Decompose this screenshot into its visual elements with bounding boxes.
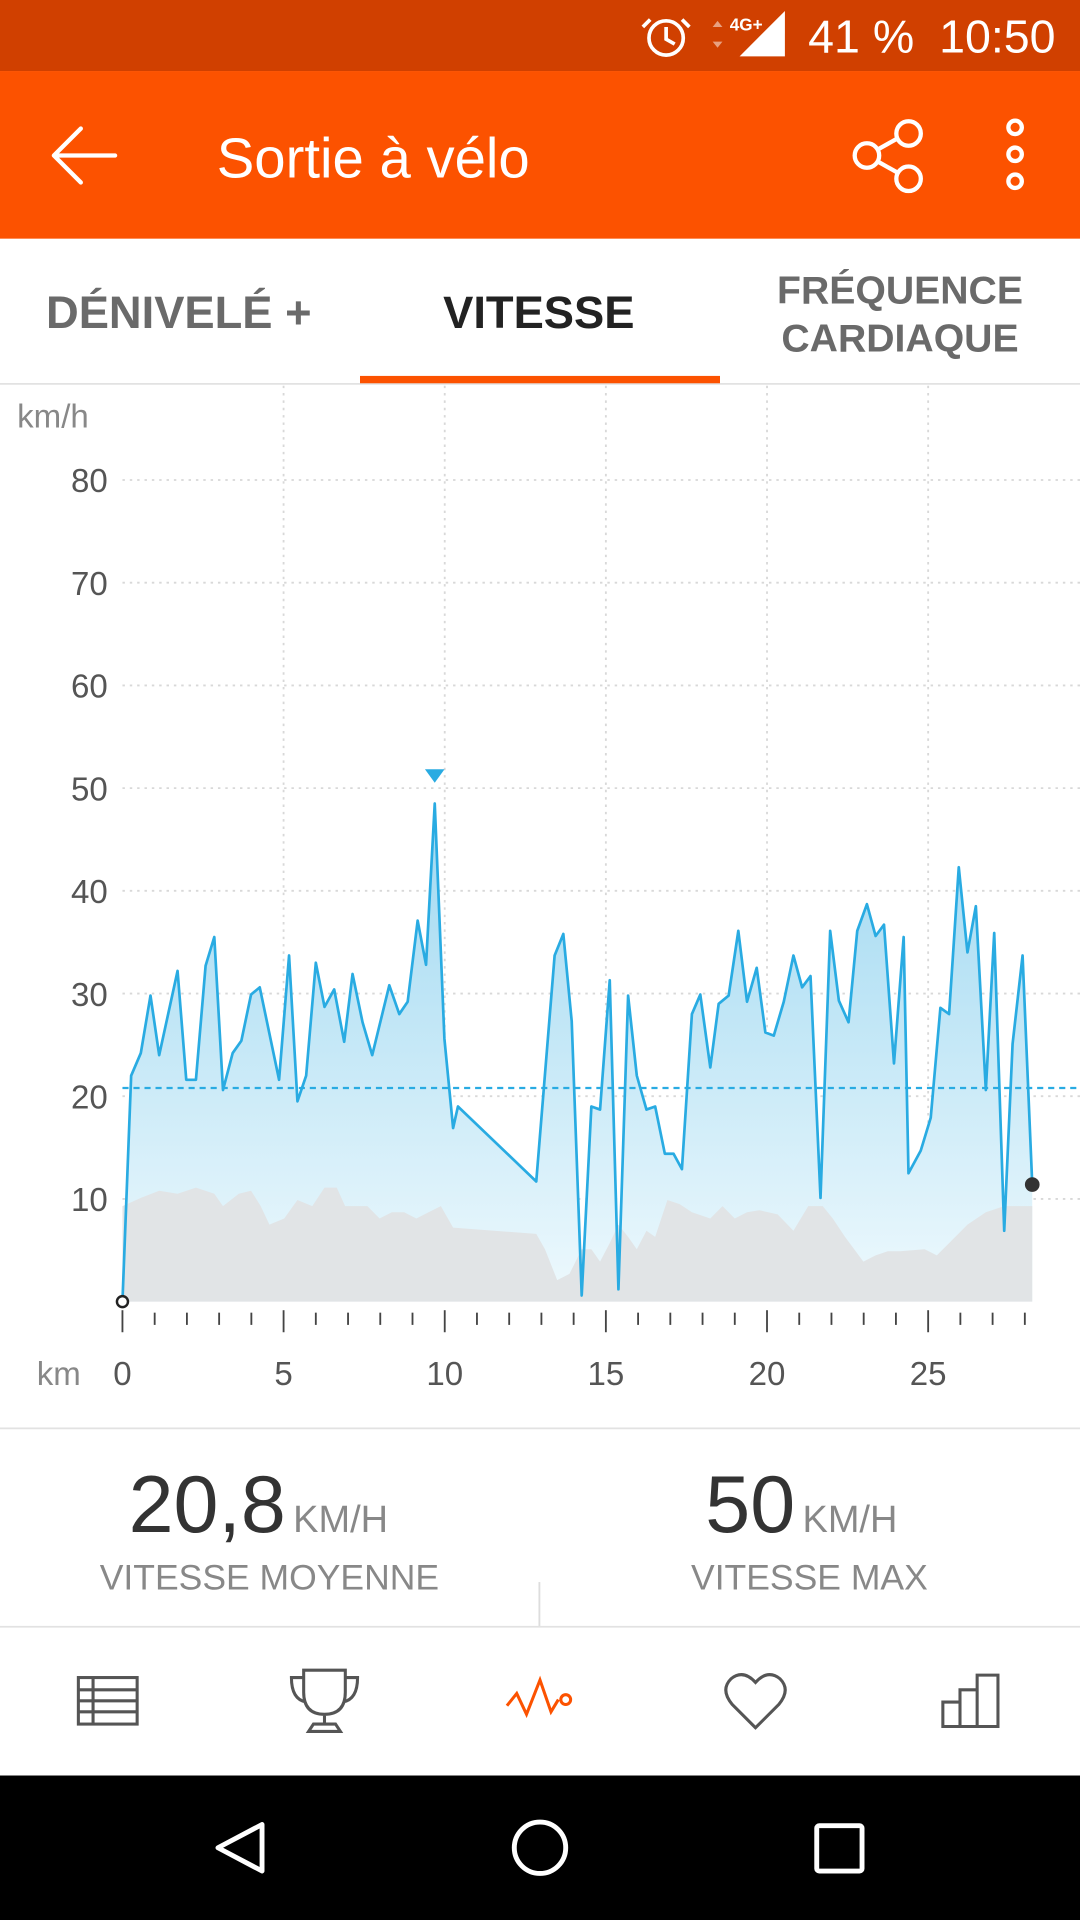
y-tick-label: 70 <box>71 566 108 603</box>
speed-line <box>121 802 1034 1302</box>
data-arrows <box>712 20 723 48</box>
nav-table[interactable] <box>76 1676 139 1726</box>
tab-label: DÉNIVELÉ + <box>46 287 312 338</box>
stat-unit: KM/H <box>293 1499 388 1541</box>
home-key[interactable] <box>511 1819 569 1876</box>
x-tick-label: 5 <box>274 1356 292 1393</box>
tab-indicator <box>360 375 720 384</box>
stat-value: 50 <box>705 1460 795 1550</box>
app-bar <box>0 71 1080 239</box>
stat-max: 50 KM/H <box>705 1460 897 1550</box>
y-axis-label: km/h <box>17 398 89 435</box>
back-key[interactable] <box>215 1822 265 1874</box>
tab-label: FRÉQUENCE <box>777 269 1023 313</box>
tab-label: CARDIAQUE <box>781 317 1018 360</box>
y-tick-label: 50 <box>71 771 108 808</box>
x-tick-label: 10 <box>426 1356 463 1393</box>
x-tick-label: 15 <box>587 1356 624 1393</box>
tab[interactable]: VITESSE <box>443 287 634 338</box>
end-point <box>1024 1177 1040 1192</box>
battery-level: 41 % <box>808 11 914 63</box>
speed-chart: km/h km 10 20 30 40 50 60 70 80 0 5 10 15 20 25 <box>17 385 1080 1393</box>
share-button[interactable] <box>852 119 923 194</box>
stat-value: 20,8 <box>129 1460 286 1550</box>
clock: 10:50 <box>939 11 1055 63</box>
x-tick-label: 20 <box>749 1356 786 1393</box>
y-tick-label: 40 <box>71 874 108 911</box>
nav-heart[interactable] <box>724 1673 787 1730</box>
signal-icon <box>739 11 785 57</box>
tab-label: VITESSE <box>443 287 634 338</box>
nav-trophy[interactable] <box>289 1668 360 1733</box>
nav-stats[interactable] <box>941 1673 1000 1729</box>
y-tick-label: 20 <box>71 1079 108 1116</box>
start-point <box>115 1294 130 1309</box>
tab-bar <box>0 238 1080 384</box>
network-type: 4G+ <box>730 15 763 35</box>
status-bar <box>0 0 1080 72</box>
x-tick-label: 0 <box>113 1356 131 1393</box>
x-tick-label: 25 <box>910 1356 947 1393</box>
menu-button[interactable] <box>1006 118 1024 191</box>
stat-label: VITESSE MAX <box>691 1557 928 1597</box>
y-tick-label: 60 <box>71 669 108 706</box>
y-tick-label: 80 <box>71 463 108 500</box>
y-tick-label: 10 <box>71 1182 108 1219</box>
nav-activity[interactable] <box>505 1675 560 1719</box>
x-axis-label: km <box>37 1356 81 1393</box>
recents-key[interactable] <box>814 1823 865 1874</box>
stat-unit: KM/H <box>803 1499 898 1541</box>
max-marker <box>424 769 445 783</box>
tab[interactable]: FRÉQUENCE CARDIAQUE <box>777 269 1023 361</box>
stat-average: 20,8 KM/H <box>129 1460 388 1550</box>
elevation-area <box>122 1187 1033 1302</box>
back-button[interactable] <box>51 126 118 185</box>
system-nav-bar <box>0 1775 1080 1920</box>
nav-activity-dot <box>559 1693 573 1707</box>
app-title: Sortie à vélo <box>217 127 530 190</box>
alarm-icon <box>641 18 691 57</box>
y-tick-label: 30 <box>71 977 108 1014</box>
stat-label: VITESSE MOYENNE <box>100 1557 439 1597</box>
speed-area <box>122 803 1033 1302</box>
tab[interactable]: DÉNIVELÉ + <box>46 287 312 338</box>
